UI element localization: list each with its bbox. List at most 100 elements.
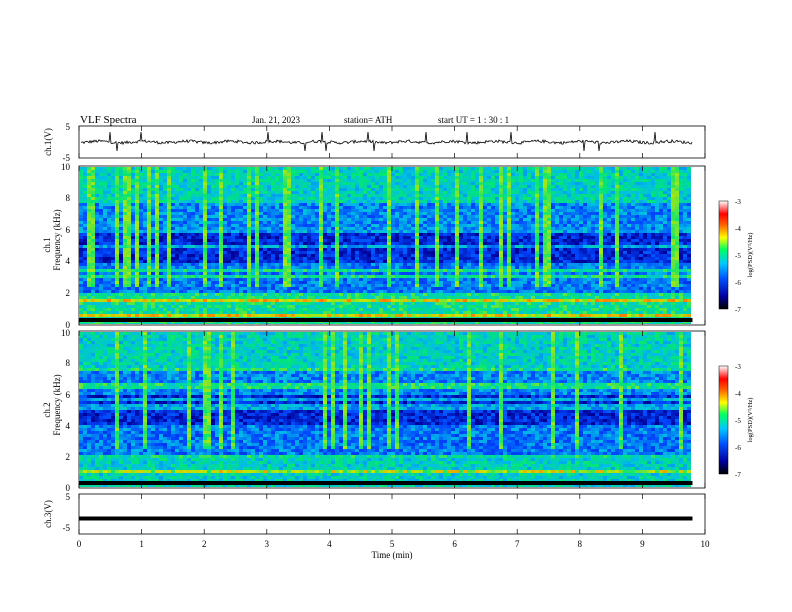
spectrogram-cell <box>111 188 115 191</box>
spectrogram-cell <box>287 257 291 260</box>
spectrogram-cell <box>251 173 255 176</box>
spectrogram-cell <box>283 221 287 224</box>
spectrogram-cell <box>451 290 455 293</box>
spectrogram-cell <box>235 200 239 203</box>
spectrogram-cell <box>179 314 183 317</box>
spectrogram-cell <box>183 167 187 170</box>
spectrogram-cell <box>427 278 431 281</box>
spectrogram-cell <box>191 203 195 206</box>
spectrogram-cell <box>423 221 427 224</box>
spectrogram-cell <box>351 167 355 170</box>
spectrogram-cell <box>235 323 239 324</box>
spectrogram-cell <box>323 176 327 179</box>
spectrogram-cell <box>91 323 95 324</box>
spectrogram-cell <box>355 188 359 191</box>
spectrogram-cell <box>243 176 247 179</box>
spectrogram-cell <box>327 212 331 215</box>
spectrogram-cell <box>79 215 83 218</box>
spectrogram-cell <box>259 209 263 212</box>
spectrogram-cell <box>283 167 287 170</box>
spectrogram-cell <box>191 254 195 257</box>
spectrogram-cell <box>207 287 211 290</box>
spectrogram-cell <box>103 272 107 275</box>
spectrogram-cell <box>407 248 411 251</box>
spectrogram-cell <box>343 194 347 197</box>
spectrogram-cell <box>239 296 243 299</box>
spectrogram-cell <box>99 266 103 269</box>
spectrogram-cell <box>103 197 107 200</box>
spectrogram-cell <box>171 179 175 182</box>
spectrogram-cell <box>315 230 319 233</box>
spectrogram-cell <box>283 176 287 179</box>
spectrogram-cell <box>127 242 131 245</box>
spectrogram-cell <box>135 305 139 308</box>
spectrogram-cell <box>235 215 239 218</box>
spectrogram-cell <box>191 293 195 296</box>
spectrogram-cell <box>275 275 279 278</box>
spectrogram-cell <box>319 227 323 230</box>
spectrogram-cell <box>195 260 199 263</box>
spectrogram-cell <box>135 179 139 182</box>
spectrogram-cell <box>375 257 379 260</box>
spectrogram-cell <box>171 290 175 293</box>
spectrogram-cell <box>391 176 395 179</box>
spectrogram-cell <box>195 182 199 185</box>
spectrogram-cell <box>299 200 303 203</box>
spectrogram-cell <box>391 185 395 188</box>
spectrogram-cell <box>327 266 331 269</box>
spectrogram-cell <box>83 173 87 176</box>
spectrogram-cell <box>443 260 447 263</box>
spectrogram-cell <box>403 323 407 324</box>
spectrogram-cell <box>371 323 375 324</box>
spectrogram-cell <box>407 257 411 260</box>
spectrogram-cell <box>315 242 319 245</box>
spectrogram-cell <box>231 287 235 290</box>
spectrogram-cell <box>355 290 359 293</box>
spectrogram-cell <box>435 185 439 188</box>
spectrogram-cell <box>391 293 395 296</box>
spectrogram-cell <box>91 221 95 224</box>
spectrogram-cell <box>263 224 267 227</box>
spectrogram-cell <box>343 239 347 242</box>
spectrogram-cell <box>83 227 87 230</box>
spectrogram-cell <box>239 278 243 281</box>
spectrogram-cell <box>415 206 419 209</box>
spectrogram-cell <box>291 179 295 182</box>
spectrogram-cell <box>203 281 207 284</box>
spectrogram-cell <box>235 281 239 284</box>
spectrogram-cell <box>391 272 395 275</box>
spectrogram-cell <box>199 266 203 269</box>
spectrogram-cell <box>355 203 359 206</box>
spectrogram-cell <box>199 221 203 224</box>
spectrogram-cell <box>295 296 299 299</box>
spectrogram-cell <box>83 170 87 173</box>
spectrogram-cell <box>103 251 107 254</box>
spectrogram-cell <box>287 239 291 242</box>
spectrogram-cell <box>155 278 159 281</box>
spectrogram-cell <box>307 299 311 302</box>
spectrogram-cell <box>323 194 327 197</box>
spectrogram-cell <box>283 173 287 176</box>
spectrogram-cell <box>191 296 195 299</box>
spectrogram-cell <box>339 269 343 272</box>
spectrogram-cell <box>215 293 219 296</box>
spectrogram-cell <box>447 179 451 182</box>
spectrogram-cell <box>87 215 91 218</box>
spectrogram-cell <box>331 167 335 170</box>
spectrogram-cell <box>255 191 259 194</box>
spectrogram-cell <box>195 266 199 269</box>
spectrogram-cell <box>127 257 131 260</box>
spectrogram-cell <box>331 206 335 209</box>
spectrogram-cell <box>119 308 123 311</box>
spectrogram-cell <box>203 191 207 194</box>
spectrogram-cell <box>359 308 363 311</box>
spectrogram-cell <box>411 311 415 314</box>
spectrogram-cell <box>327 179 331 182</box>
spectrogram-cell <box>255 287 259 290</box>
spectrogram-cell <box>107 293 111 296</box>
spectrogram-cell <box>435 311 439 314</box>
spectrogram-cell <box>191 323 195 324</box>
spectrogram-cell <box>163 290 167 293</box>
spectrogram-cell <box>419 173 423 176</box>
spectrogram-cell <box>95 203 99 206</box>
